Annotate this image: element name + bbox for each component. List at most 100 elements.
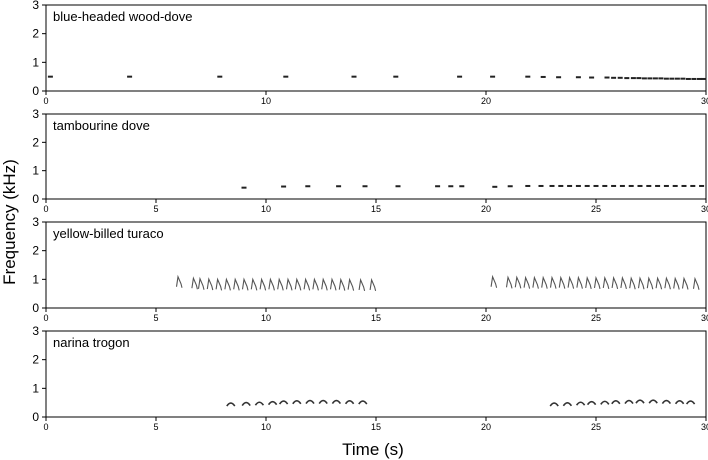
y-tick-label: 1 bbox=[32, 381, 39, 395]
spectrogram-panel: 0123051015202530yellow-billed turaco bbox=[32, 215, 708, 323]
spectrogram-note bbox=[558, 275, 566, 289]
spectrogram-note bbox=[321, 277, 328, 291]
spectrogram-note bbox=[285, 277, 293, 291]
spectrogram-note bbox=[505, 275, 513, 289]
spectrogram-note bbox=[191, 276, 198, 290]
spectrogram-note bbox=[611, 275, 619, 290]
y-tick-label: 3 bbox=[32, 107, 39, 121]
spectrogram-note bbox=[278, 400, 289, 405]
y-tick-label: 2 bbox=[32, 135, 39, 149]
spectrogram-note bbox=[318, 399, 328, 404]
x-tick-label: 25 bbox=[591, 313, 601, 323]
spectrogram-note bbox=[344, 400, 355, 405]
spectrogram-note bbox=[611, 184, 617, 187]
spectrogram-note bbox=[358, 400, 368, 405]
spectrogram-note bbox=[690, 184, 696, 187]
x-tick-label: 15 bbox=[371, 422, 381, 432]
spectrogram-note bbox=[589, 76, 595, 79]
spectrogram-note bbox=[351, 75, 357, 78]
spectrogram-note bbox=[637, 184, 643, 187]
x-axis-title: Time (s) bbox=[342, 440, 404, 459]
spectrogram-note bbox=[259, 277, 267, 291]
spectrogram-note bbox=[241, 186, 247, 189]
x-tick-label: 5 bbox=[153, 422, 158, 432]
y-tick-label: 2 bbox=[32, 244, 39, 258]
spectrogram-note bbox=[575, 401, 586, 406]
spectrogram-note bbox=[647, 77, 653, 80]
spectrogram-note bbox=[303, 277, 311, 291]
x-tick-label: 5 bbox=[153, 313, 158, 323]
spectrogram-note bbox=[602, 275, 610, 290]
spectrogram-note bbox=[329, 277, 337, 291]
spectrogram-note bbox=[233, 277, 240, 291]
y-tick-label: 0 bbox=[32, 301, 39, 315]
spectrogram-note bbox=[224, 277, 231, 291]
spectrogram-note bbox=[611, 400, 621, 405]
spectrogram-note bbox=[312, 277, 319, 291]
spectrogram-note bbox=[448, 185, 454, 188]
y-tick-label: 0 bbox=[32, 410, 39, 424]
x-tick-label: 10 bbox=[261, 204, 271, 214]
spectrogram-note bbox=[532, 275, 539, 289]
spectrogram-note bbox=[217, 75, 223, 78]
spectrogram-panel: 0123051015202530tambourine dove bbox=[32, 107, 708, 214]
spectrogram-note bbox=[283, 75, 289, 78]
spectrogram-note bbox=[525, 75, 531, 78]
x-tick-label: 30 bbox=[701, 422, 708, 432]
y-tick-label: 1 bbox=[32, 164, 39, 178]
spectrogram-note bbox=[619, 184, 625, 187]
spectrogram-note bbox=[226, 402, 236, 407]
spectrogram-note bbox=[549, 184, 555, 187]
x-tick-label: 0 bbox=[43, 204, 48, 214]
spectrogram-note bbox=[593, 275, 601, 290]
x-tick-label: 20 bbox=[481, 313, 491, 323]
x-tick-label: 30 bbox=[701, 313, 708, 323]
spectrogram-note bbox=[624, 77, 630, 80]
x-tick-label: 30 bbox=[701, 204, 708, 214]
spectrogram-note bbox=[175, 274, 183, 288]
panel-title: narina trogon bbox=[53, 335, 130, 350]
spectrogram-note bbox=[250, 277, 258, 291]
spectrogram-panel: 0123051015202530narina trogon bbox=[32, 324, 708, 432]
spectrogram-note bbox=[685, 77, 691, 80]
spectrogram-note bbox=[648, 399, 658, 404]
spectrogram-note bbox=[395, 185, 401, 188]
y-tick-label: 0 bbox=[32, 192, 39, 206]
y-tick-label: 3 bbox=[32, 0, 39, 12]
spectrogram-note bbox=[331, 399, 342, 404]
spectrogram-note bbox=[673, 276, 680, 290]
spectrogram-note bbox=[541, 275, 548, 289]
x-tick-label: 20 bbox=[481, 422, 491, 432]
spectrogram-note bbox=[696, 77, 702, 80]
spectrogram-note bbox=[369, 277, 377, 292]
spectrogram-note bbox=[562, 402, 573, 407]
spectrogram-note bbox=[681, 276, 689, 290]
spectrogram-note bbox=[362, 185, 368, 188]
spectrogram-note bbox=[490, 274, 498, 288]
y-tick-label: 2 bbox=[32, 27, 39, 41]
spectrogram-note bbox=[637, 276, 645, 290]
spectrogram-note bbox=[585, 275, 592, 290]
spectrogram-note bbox=[241, 401, 251, 407]
spectrogram-note bbox=[540, 75, 546, 78]
spectrogram-note bbox=[624, 399, 634, 404]
spectrogram-note bbox=[655, 184, 661, 187]
spectrogram-note bbox=[556, 76, 562, 79]
spectrogram-note bbox=[338, 277, 346, 291]
x-tick-label: 30 bbox=[701, 96, 708, 106]
spectrogram-note bbox=[492, 185, 498, 188]
spectrogram-note bbox=[604, 76, 610, 79]
spectrogram-note bbox=[514, 275, 522, 289]
panels: 01230102030blue-headed wood-dove01230510… bbox=[32, 0, 708, 432]
y-tick-label: 3 bbox=[32, 215, 39, 229]
spectrogram-note bbox=[268, 277, 275, 291]
spectrogram-note bbox=[215, 277, 223, 291]
spectrogram-note bbox=[672, 184, 678, 187]
spectrogram-note bbox=[630, 77, 636, 80]
y-tick-label: 3 bbox=[32, 324, 39, 338]
spectrogram-note bbox=[358, 277, 366, 292]
spectrogram-note bbox=[600, 400, 610, 405]
spectrogram-note bbox=[127, 75, 133, 78]
x-tick-label: 25 bbox=[591, 204, 601, 214]
panel-frame bbox=[45, 330, 707, 418]
